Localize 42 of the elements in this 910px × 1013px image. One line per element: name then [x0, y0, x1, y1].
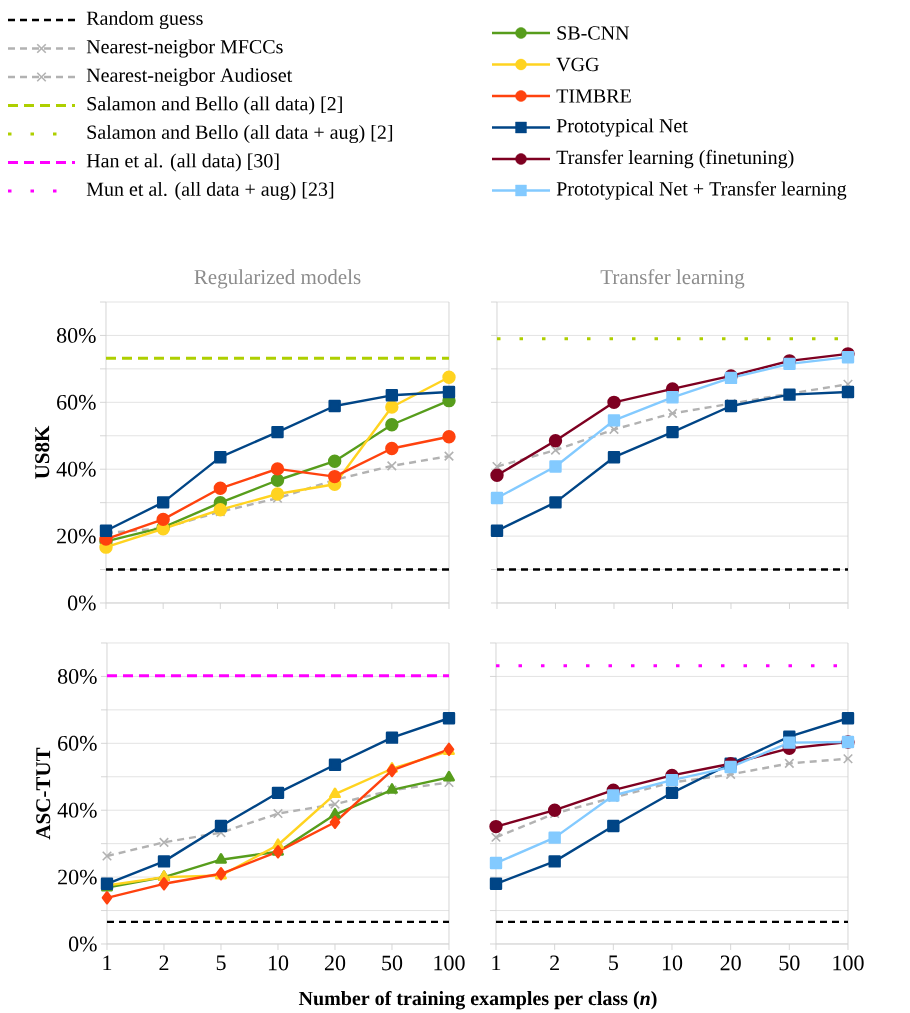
legend-label: Salamon and Bello (all data + aug) [2]: [87, 124, 393, 144]
legend-label: Transfer learning (finetuning): [556, 149, 794, 169]
y-tick-label: 20%: [58, 869, 97, 885]
legend-label: SB-CNN: [557, 26, 630, 40]
legend-label: VGG: [556, 57, 599, 72]
y-tick-label: 60%: [58, 735, 97, 751]
x-tick-label: 50: [779, 955, 800, 971]
legend-label: Han et al. (all data) [30]: [86, 153, 279, 172]
x-tick-label: 10: [662, 955, 683, 971]
x-tick-label: 2: [550, 955, 559, 971]
legend-label: Mun et al. (all data + aug) [23]: [86, 181, 334, 201]
y-tick-label: 0%: [67, 595, 96, 611]
x-tick-label: 5: [609, 955, 618, 971]
x-tick-label: 1: [492, 955, 501, 971]
x-tick-label: 100: [434, 955, 465, 971]
y-tick-label: 20%: [57, 528, 96, 544]
legend-label: Prototypical Net: [556, 118, 688, 137]
x-tick-label: 5: [216, 955, 226, 971]
legend-label: Nearest-neigbor MFCCs: [86, 39, 283, 58]
x-tick-label: 100: [833, 955, 864, 971]
x-tick-label: 50: [382, 955, 403, 971]
legend-label: Salamon and Bello (all data) [2]: [87, 96, 342, 115]
x-axis-title: Number of training examples per class (n): [298, 990, 657, 1010]
y-tick-label: 40%: [56, 461, 96, 477]
legend-label: Random guess: [86, 10, 203, 30]
y-tick-label: 80%: [56, 327, 96, 343]
x-tick-label: 20: [720, 955, 741, 971]
y-tick-label: 0%: [68, 936, 97, 952]
legend-label: TIMBRE: [556, 89, 631, 103]
y-tick-label: 60%: [57, 394, 96, 410]
legend-label: Nearest-neigbor Audioset: [86, 67, 293, 87]
x-tick-label: 1: [103, 955, 112, 971]
legend-label: Prototypical Net + Transfer learning: [556, 181, 847, 200]
y-tick-label: 80%: [57, 668, 97, 684]
y-tick-label: 40%: [57, 802, 97, 818]
y-axis-title: ASC-TUT: [36, 747, 51, 840]
chart-title: Transfer learning: [600, 269, 745, 289]
x-tick-label: 2: [159, 955, 169, 971]
chart-title: Regularized models: [194, 269, 361, 289]
x-tick-label: 20: [324, 955, 346, 971]
y-axis-title: US8K: [35, 425, 50, 479]
x-tick-label: 10: [268, 955, 289, 971]
